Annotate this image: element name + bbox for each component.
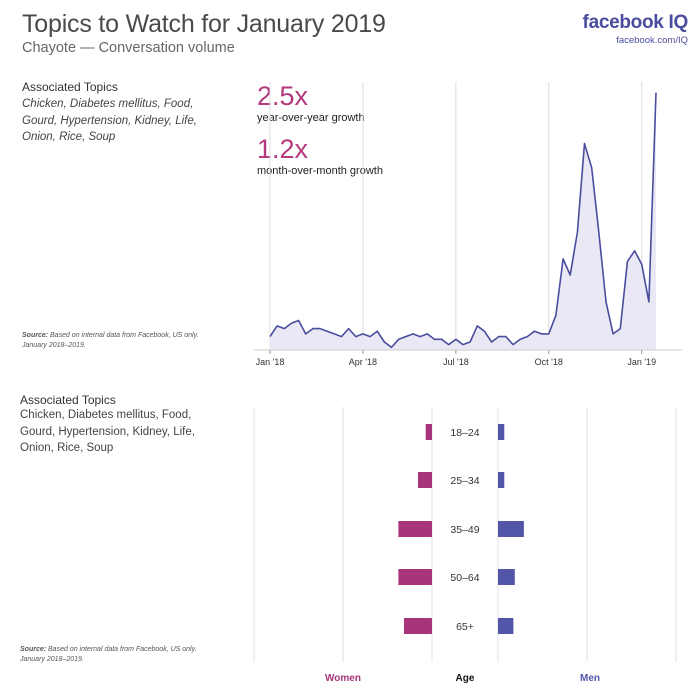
- page-title: Topics to Watch for January 2019: [22, 10, 386, 38]
- topics-list-1: Chicken, Diabetes mellitus, Food, Gourd,…: [22, 98, 197, 143]
- source-note-2: Source: Based on internal data from Face…: [20, 645, 210, 665]
- x-tick-label-4: Jan '19: [627, 357, 656, 367]
- age-label-2: 35–49: [450, 524, 479, 536]
- women-bar-4: [404, 618, 432, 634]
- age-label-0: 18–24: [450, 427, 479, 439]
- brand-url-link[interactable]: facebook.com/IQ: [616, 35, 688, 46]
- x-tick-label-1: Apr '18: [349, 357, 377, 367]
- women-bar-0: [425, 424, 432, 440]
- age-label-3: 50–64: [450, 572, 479, 584]
- legend-age: Age: [456, 673, 475, 684]
- men-bar-3: [498, 569, 515, 585]
- topics-heading-2: Associated Topics: [20, 393, 116, 407]
- source-label: Source:: [20, 646, 47, 653]
- source-label: Source:: [22, 332, 49, 339]
- age-gender-chart: 18–24 25–34 35–49 50–64 65+ Women Age Men: [253, 407, 677, 684]
- age-label-1: 25–34: [450, 475, 479, 487]
- x-tick-label-0: Jan '18: [256, 357, 285, 367]
- mom-growth: 1.2x month-over-month growth: [257, 135, 383, 177]
- legend-men: Men: [580, 673, 600, 684]
- mom-growth-value: 1.2x: [257, 134, 309, 164]
- x-tick-label-2: Jul '18: [443, 357, 469, 367]
- series-line: [269, 92, 657, 349]
- brand-logo[interactable]: facebook IQ facebook.com/IQ: [582, 12, 689, 46]
- source-text: Based on internal data from Facebook, US…: [20, 646, 197, 663]
- men-bar-0: [498, 424, 505, 440]
- x-tick-label-3: Oct '18: [535, 357, 563, 367]
- source-note-1: Source: Based on internal data from Face…: [22, 331, 212, 351]
- women-bar-2: [398, 521, 432, 537]
- age-label-4: 65+: [456, 621, 474, 633]
- women-bar-1: [418, 472, 432, 488]
- yoy-growth-value: 2.5x: [257, 81, 309, 111]
- line-chart: Jan '18 Apr '18 Jul '18 Oct '18 Jan '19: [254, 82, 682, 367]
- mom-growth-label: month-over-month growth: [257, 165, 383, 177]
- page-subtitle: Chayote — Conversation volume: [22, 40, 235, 56]
- brand-name: facebook IQ: [582, 12, 689, 33]
- topics-list-2: Chicken, Diabetes mellitus, Food, Gourd,…: [20, 409, 195, 454]
- topics-heading-1: Associated Topics: [22, 80, 118, 94]
- men-bar-2: [498, 521, 524, 537]
- women-bar-3: [398, 569, 432, 585]
- yoy-growth-label: year-over-year growth: [257, 112, 365, 124]
- men-bar-4: [498, 618, 514, 634]
- source-text: Based on internal data from Facebook, US…: [22, 332, 199, 349]
- legend-women: Women: [325, 673, 361, 684]
- yoy-growth: 2.5x year-over-year growth: [257, 82, 365, 124]
- men-bar-1: [498, 472, 505, 488]
